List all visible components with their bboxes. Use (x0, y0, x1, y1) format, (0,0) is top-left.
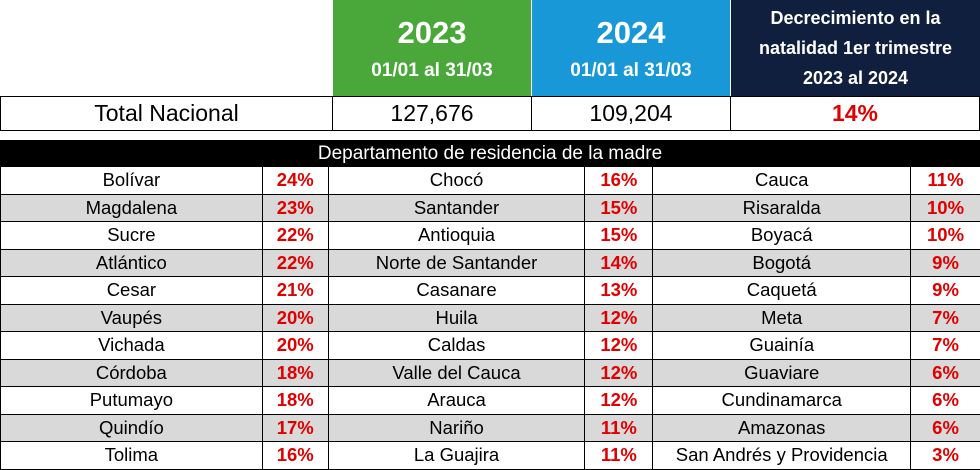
department-decrease: 15% (585, 194, 654, 221)
department-name: Nariño (329, 414, 586, 441)
department-name: Quindío (1, 414, 263, 441)
department-decrease: 11% (585, 414, 654, 441)
department-decrease: 22% (263, 249, 329, 276)
header-decrease-line1: Decrecimiento en la (770, 8, 941, 28)
table-row: Quindío 17% Nariño 11% Amazonas 6% (1, 414, 980, 442)
table-row: Magdalena 23% Santander 15% Risaralda 10% (1, 194, 980, 222)
department-decrease: 6% (932, 361, 959, 383)
department-decrease: 9% (932, 279, 959, 300)
department-decrease: 12% (585, 304, 654, 331)
department-name: Putumayo (1, 387, 263, 414)
department-name: Risaralda (653, 194, 912, 221)
department-decrease: 18% (263, 387, 329, 414)
department-name: Vaupés (1, 304, 263, 331)
header-2023-range: 01/01 al 31/03 (371, 60, 493, 81)
department-decrease: 6% (932, 416, 959, 438)
table-row: Sucre 22% Antioquia 15% Boyacá 10% (1, 222, 980, 250)
department-decrease: 7% (932, 334, 959, 355)
table-row: Bolívar 24% Chocó 16% Cauca 11% (1, 167, 980, 195)
header-2024-range: 01/01 al 31/03 (570, 60, 692, 81)
department-decrease: 16% (585, 167, 654, 194)
table-row: Putumayo 18% Arauca 12% Cundinamarca 6% (1, 387, 980, 415)
department-name: Córdoba (1, 359, 263, 386)
department-name: Cauca (653, 167, 912, 194)
department-name: Vichada (1, 332, 263, 359)
table-row: Vichada 20% Caldas 12% Guainía 7% (1, 332, 980, 360)
department-name: Magdalena (1, 194, 263, 221)
department-table: Bolívar 24% Chocó 16% Cauca 11% Magdalena 23% Sa… (0, 167, 980, 470)
department-name: Caldas (329, 332, 586, 359)
header-2024-year: 2024 (596, 15, 666, 50)
department-decrease: 22% (263, 222, 329, 249)
department-name: La Guajira (329, 442, 586, 469)
header-decrease-line2: natalidad 1er trimestre (758, 38, 953, 58)
department-decrease: 24% (263, 167, 329, 194)
table-row: Cesar 21% Casanare 13% Caquetá 9% (1, 277, 980, 305)
department-name: Guainía (653, 332, 912, 359)
table-row: Córdoba 18% Valle del Cauca 12% Guaviare 6% (1, 359, 980, 387)
department-name: Cesar (1, 277, 263, 304)
department-name: Caquetá (653, 277, 912, 304)
department-name: Guaviare (653, 359, 912, 386)
department-decrease: 9% (932, 251, 959, 273)
department-name: Amazonas (653, 414, 912, 441)
department-decrease: 12% (585, 332, 654, 359)
table-row: Tolima 16% La Guajira 11% San Andrés y Provi… (1, 442, 980, 470)
department-name: Valle del Cauca (329, 359, 586, 386)
department-name: Casanare (329, 277, 586, 304)
department-decrease: 21% (263, 277, 329, 304)
department-name: Huila (329, 304, 586, 331)
department-decrease: 13% (585, 277, 654, 304)
header-2024: 2024 01/01 al 31/03 (532, 0, 731, 96)
department-decrease: 11% (585, 442, 654, 469)
table-row: Atlántico 22% Norte de Santander 14% Bogotá 9… (1, 249, 980, 277)
department-decrease: 10% (927, 196, 965, 218)
department-name: Bolívar (1, 167, 263, 194)
department-decrease: 23% (263, 194, 329, 221)
total-value-2024: 109,204 (532, 97, 731, 130)
department-name: Tolima (1, 442, 263, 469)
department-name: Santander (329, 194, 586, 221)
department-name: Chocó (329, 167, 586, 194)
department-name: Meta (653, 304, 912, 331)
department-decrease: 16% (263, 442, 329, 469)
header-decrease-line3: 2023 al 2024 (802, 68, 909, 88)
department-decrease: 14% (585, 249, 654, 276)
department-name: Norte de Santander (329, 249, 586, 276)
department-decrease: 11% (927, 169, 964, 190)
header-decrease: Decrecimiento en la natalidad 1er trimes… (731, 0, 980, 96)
department-name: Sucre (1, 222, 263, 249)
department-name: Bogotá (653, 249, 912, 276)
department-name: Antioquia (329, 222, 586, 249)
department-decrease: 3% (932, 444, 959, 465)
department-decrease: 7% (932, 306, 959, 328)
department-decrease: 15% (585, 222, 654, 249)
header-blank-cell (0, 0, 333, 96)
table-row: Vaupés 20% Huila 12% Meta 7% (1, 304, 980, 332)
department-decrease: 12% (585, 387, 654, 414)
header-2023-year: 2023 (397, 15, 467, 50)
department-decrease: 12% (585, 359, 654, 386)
total-row: Total Nacional 127,676 109,204 14% (0, 96, 980, 131)
total-label: Total Nacional (1, 97, 333, 130)
department-name: Arauca (329, 387, 586, 414)
section-title: Departamento de residencia de la madre (0, 140, 980, 167)
department-decrease: 10% (927, 224, 965, 245)
department-decrease: 18% (263, 359, 329, 386)
department-name: Boyacá (653, 222, 912, 249)
total-value-2023: 127,676 (333, 97, 532, 130)
department-decrease: 6% (932, 389, 959, 410)
total-decrease: 14% (831, 100, 879, 126)
department-decrease: 20% (263, 304, 329, 331)
department-decrease: 20% (263, 332, 329, 359)
header-2023: 2023 01/01 al 31/03 (333, 0, 532, 96)
department-name: Cundinamarca (653, 387, 912, 414)
department-name: San Andrés y Providencia (653, 442, 912, 469)
department-decrease: 17% (263, 414, 329, 441)
department-name: Atlántico (1, 249, 263, 276)
